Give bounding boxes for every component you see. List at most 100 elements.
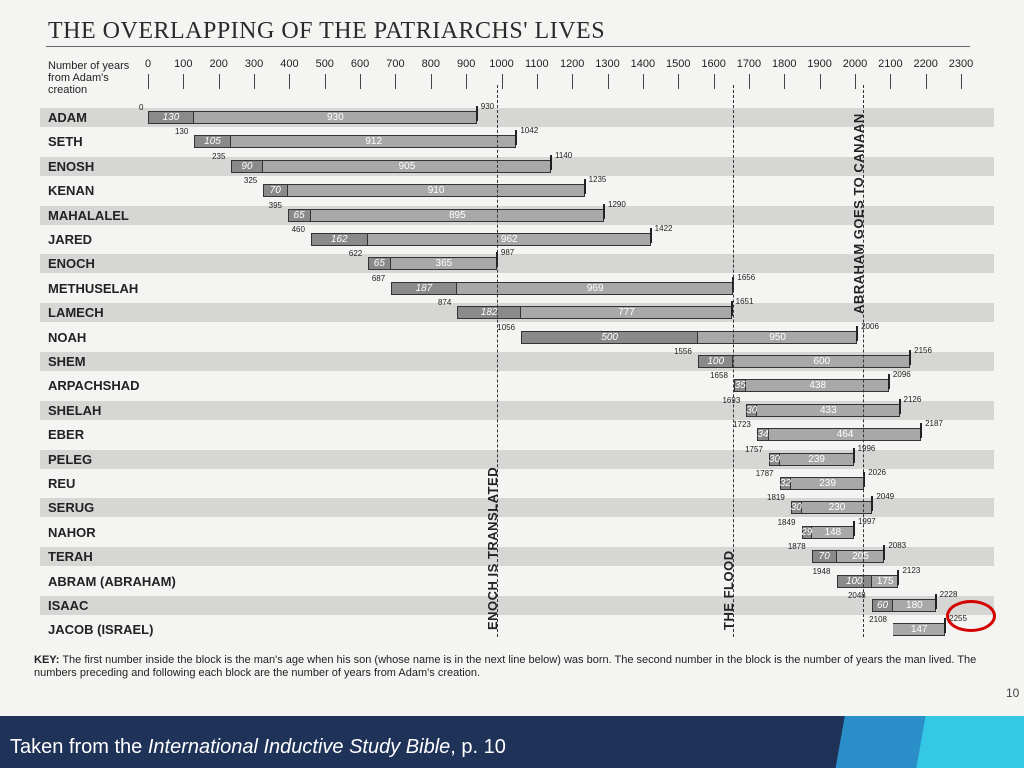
- chart-page: THE OVERLAPPING OF THE PATRIARCHS' LIVES…: [0, 0, 1024, 716]
- caption-suffix: , p. 10: [450, 736, 506, 758]
- end-tick: [515, 130, 518, 146]
- x-tick-mark: [254, 74, 255, 89]
- end-year-label: 930: [480, 102, 495, 111]
- end-tick: [871, 496, 874, 512]
- generation-segment: [310, 233, 368, 246]
- end-tick: [649, 228, 652, 243]
- end-year-label: 1290: [608, 199, 626, 209]
- x-tick-label: 1800: [772, 58, 797, 70]
- start-year-label: 622: [348, 249, 363, 259]
- end-tick: [603, 203, 605, 219]
- x-tick-mark: [608, 74, 609, 89]
- age-at-son-label: 70: [818, 551, 830, 563]
- patriarch-name: REU: [48, 476, 76, 491]
- generation-segment: [262, 184, 288, 198]
- end-tick: [730, 301, 733, 317]
- patriarch-name: MAHALALEL: [48, 207, 129, 223]
- end-year-label: 1996: [857, 443, 876, 453]
- start-year-label: 1757: [745, 444, 763, 454]
- x-tick-mark: [749, 74, 750, 89]
- x-tick-label: 0: [144, 58, 152, 70]
- age-at-son-label: 100: [845, 575, 863, 587]
- end-year-label: 2123: [902, 565, 921, 575]
- age-at-son-label: 30: [790, 502, 802, 514]
- start-year-label: 1948: [812, 566, 831, 576]
- start-year-label: 1556: [674, 347, 692, 356]
- lifespan-label: 230: [828, 502, 846, 514]
- x-tick-label: 2300: [948, 58, 974, 70]
- end-year-label: 2156: [914, 346, 932, 355]
- generation-segment: [698, 355, 734, 368]
- x-tick-label: 300: [244, 58, 264, 70]
- end-year-label: 2126: [903, 394, 922, 404]
- chart-key: KEY: The first number inside the block i…: [34, 654, 984, 680]
- lifespan-label: 180: [906, 600, 923, 611]
- end-tick: [909, 350, 912, 365]
- x-tick-label: 1400: [630, 58, 656, 70]
- generation-segment: [367, 257, 391, 271]
- generation-segment: [871, 599, 894, 612]
- generation-segment: [836, 574, 872, 588]
- lifespan-label: 930: [327, 112, 344, 123]
- age-at-son-label: 100: [707, 356, 725, 367]
- x-tick-mark: [360, 74, 361, 89]
- x-tick-mark: [855, 74, 856, 89]
- patriarch-name: NOAH: [48, 329, 87, 345]
- x-tick-mark: [502, 74, 503, 89]
- x-tick-label: 900: [456, 58, 476, 70]
- x-tick-label: 700: [386, 58, 405, 70]
- end-year-label: 1651: [735, 297, 754, 307]
- patriarch-name: JACOB (ISRAEL): [48, 622, 154, 638]
- age-at-son-label: 500: [601, 331, 618, 343]
- patriarch-name: JARED: [48, 232, 93, 247]
- age-at-son-label: 32: [779, 478, 791, 489]
- end-tick: [852, 447, 855, 463]
- start-year-label: 687: [371, 273, 386, 283]
- end-tick: [898, 398, 901, 414]
- lifespan-label: 969: [586, 282, 604, 294]
- start-year-label: 1819: [767, 493, 785, 503]
- generation-segment: [390, 281, 457, 295]
- start-year-label: 1849: [777, 517, 796, 527]
- start-year-label: 235: [212, 151, 226, 161]
- generation-segment: [521, 330, 699, 344]
- x-tick-mark: [784, 74, 785, 89]
- end-tick: [856, 325, 859, 341]
- start-year-label: 874: [437, 298, 452, 308]
- lifespan-label: 895: [448, 209, 466, 221]
- x-tick-label: 400: [280, 58, 299, 70]
- generation-segment: [456, 306, 522, 320]
- caption-title: International Inductive Study Bible: [147, 736, 451, 758]
- patriarch-name: ARPACHSHAD: [48, 378, 140, 394]
- lifespan-label: 433: [819, 404, 837, 416]
- highlight-circle: [946, 600, 996, 632]
- x-tick-label: 1900: [807, 58, 832, 70]
- end-year-label: 1656: [737, 272, 756, 282]
- x-axis-label: Number of years from Adam's creation: [48, 60, 130, 96]
- x-tick-mark: [714, 74, 715, 89]
- end-tick: [934, 594, 937, 609]
- x-tick-mark: [431, 74, 432, 89]
- lifespan-label: 910: [427, 185, 445, 197]
- lifespan-label: 950: [769, 331, 786, 343]
- title-rule: [46, 46, 970, 47]
- start-year-label: 0: [139, 103, 144, 112]
- x-tick-mark: [537, 74, 538, 89]
- age-at-son-label: 105: [204, 136, 221, 148]
- lifespan-label: 148: [824, 526, 842, 538]
- key-text: The first number inside the block is the…: [34, 654, 977, 679]
- generation-segment: [287, 208, 311, 222]
- end-year-label: 2187: [925, 419, 943, 429]
- start-year-label: 1693: [722, 395, 741, 405]
- lifespan-label: 365: [435, 258, 453, 270]
- x-tick-label: 600: [350, 58, 370, 70]
- start-year-label: 2048: [847, 591, 866, 600]
- page-number: 10: [1006, 686, 1020, 700]
- age-at-son-label: 90: [241, 160, 253, 172]
- x-tick-label: 1200: [559, 58, 585, 70]
- x-tick-mark: [643, 74, 644, 89]
- age-at-son-label: 182: [480, 307, 498, 319]
- start-year-label: 1878: [787, 542, 806, 552]
- age-at-son-label: 162: [330, 234, 348, 245]
- end-tick: [887, 374, 890, 390]
